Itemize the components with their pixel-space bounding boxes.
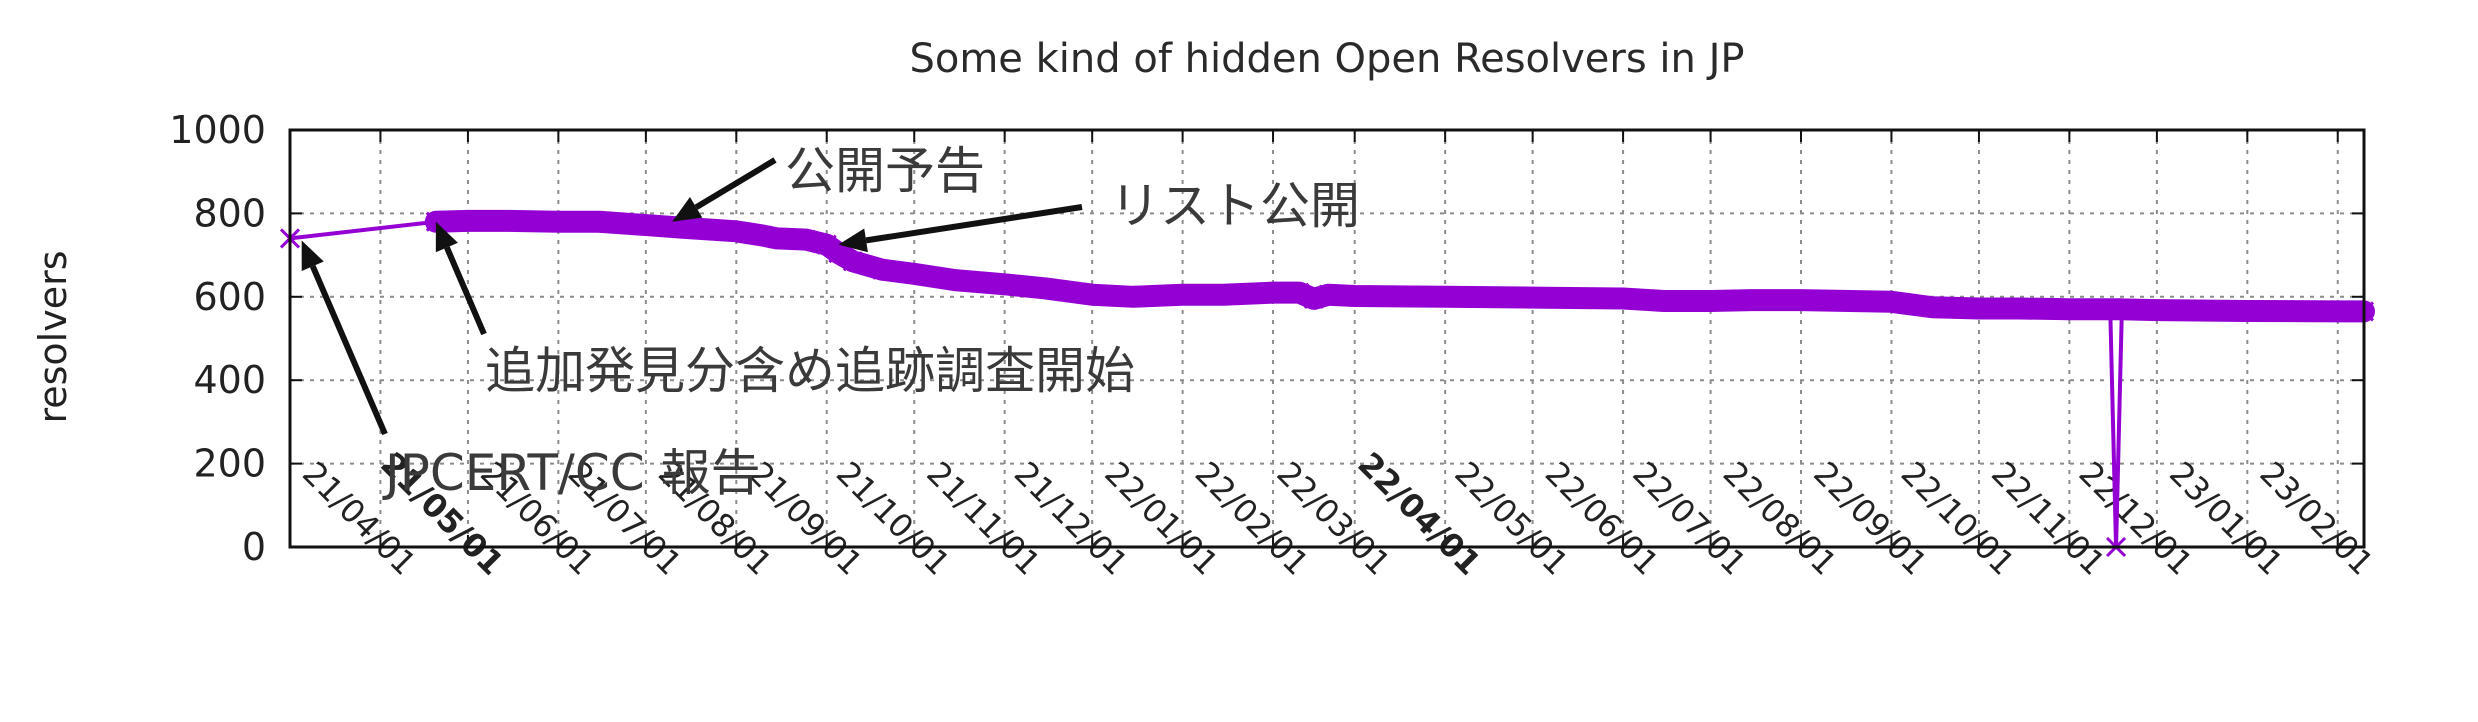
y-ticks: 0 200 400 600 800 1000 bbox=[169, 108, 2364, 569]
data-point bbox=[2111, 299, 2132, 320]
data-point bbox=[842, 251, 864, 272]
annotation-arrow-head bbox=[301, 240, 324, 271]
data-point bbox=[1881, 291, 1902, 312]
data-point bbox=[2237, 300, 2258, 322]
data-point bbox=[1435, 286, 1456, 307]
y-tick-label: 0 bbox=[242, 525, 266, 569]
y-tick-label: 400 bbox=[193, 358, 266, 402]
data-point bbox=[457, 210, 478, 231]
data-point bbox=[994, 274, 1015, 295]
data-point bbox=[1035, 278, 1056, 299]
data-point bbox=[726, 221, 747, 242]
data-point bbox=[1700, 290, 1721, 312]
data-point bbox=[1741, 290, 1762, 311]
annotation-arrow-line bbox=[309, 265, 388, 436]
annotation-arrow-head bbox=[838, 228, 868, 253]
data-point bbox=[548, 211, 569, 232]
annotation: 公開予告 bbox=[672, 142, 985, 222]
data-point bbox=[589, 211, 610, 232]
annotation-label: リスト公開 bbox=[1110, 177, 1360, 235]
annotation: リスト公開 bbox=[838, 177, 1360, 253]
annotation-arrow-line bbox=[444, 246, 487, 336]
data-point bbox=[1613, 288, 1634, 309]
data-point bbox=[828, 242, 849, 264]
data-point bbox=[1172, 284, 1193, 305]
data-point bbox=[1303, 288, 1324, 309]
data-point bbox=[498, 210, 519, 231]
annotation-label: 公開予告 bbox=[785, 142, 985, 200]
y-tick-label: 1000 bbox=[169, 108, 266, 152]
series-band bbox=[424, 209, 2375, 323]
data-point bbox=[2059, 299, 2080, 320]
annotation-arrow-head bbox=[672, 197, 703, 222]
data-point bbox=[1344, 285, 1365, 307]
data-point bbox=[872, 259, 893, 280]
data-point bbox=[945, 270, 966, 291]
data-point bbox=[1522, 287, 1543, 308]
annotation-arrow-head bbox=[435, 221, 458, 253]
data-point bbox=[767, 228, 788, 249]
y-tick-label: 800 bbox=[193, 191, 266, 235]
data-point bbox=[2327, 301, 2348, 322]
data-point bbox=[1318, 284, 1339, 305]
data-point bbox=[1968, 298, 1990, 319]
data-point bbox=[904, 263, 925, 284]
data-point bbox=[1790, 290, 1812, 311]
data-point bbox=[2009, 298, 2030, 319]
data-point bbox=[676, 217, 697, 239]
data-point bbox=[1082, 284, 1103, 305]
annotation-arrow-line bbox=[865, 204, 1083, 244]
y-tick-label: 200 bbox=[193, 442, 266, 486]
data-point bbox=[796, 229, 817, 250]
data-point bbox=[635, 215, 656, 236]
data-point bbox=[1262, 282, 1284, 303]
plot-frame bbox=[288, 128, 2366, 549]
data-point bbox=[1653, 290, 1674, 312]
data-point bbox=[1213, 284, 1234, 305]
annotation-label: JPCERT/CC 報告 bbox=[382, 444, 761, 502]
data-point bbox=[2146, 300, 2167, 321]
annotation-arrow-line bbox=[694, 157, 777, 210]
data-point bbox=[1289, 282, 1310, 303]
chart-title: Some kind of hidden Open Resolvers in JP bbox=[909, 36, 1744, 82]
annotation: 追加発見分含め追跡調査開始 bbox=[435, 221, 1135, 400]
data-point bbox=[816, 234, 837, 255]
annotation-label: 追加発見分含め追跡調査開始 bbox=[485, 342, 1135, 400]
annotation: JPCERT/CC 報告 bbox=[301, 240, 761, 502]
data-point bbox=[1122, 286, 1144, 307]
y-axis-label: resolvers bbox=[31, 250, 75, 423]
data-point bbox=[1922, 297, 1943, 318]
y-tick-label: 600 bbox=[193, 275, 266, 319]
